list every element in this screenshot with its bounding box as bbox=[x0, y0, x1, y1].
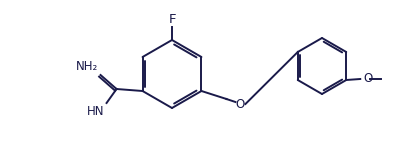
Text: O: O bbox=[363, 72, 373, 86]
Text: HN: HN bbox=[87, 105, 104, 118]
Text: F: F bbox=[168, 13, 176, 26]
Text: NH₂: NH₂ bbox=[76, 60, 98, 73]
Text: O: O bbox=[236, 98, 245, 111]
